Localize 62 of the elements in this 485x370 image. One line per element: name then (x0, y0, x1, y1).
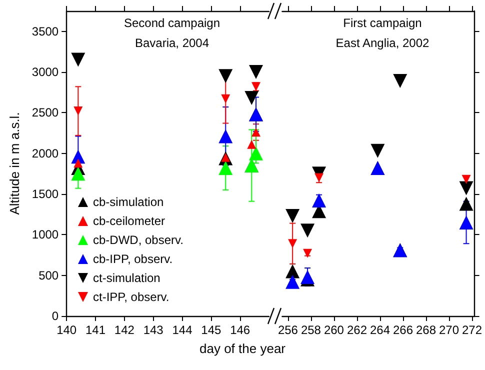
point (288, 239, 298, 248)
x-tick-label: 146 (230, 323, 250, 337)
x-tick-label: 258 (300, 323, 322, 337)
legend-label: ct-simulation (93, 271, 160, 285)
y-tick-label: 3000 (32, 65, 59, 79)
point (248, 65, 263, 79)
y-tick-label: 2500 (32, 106, 59, 120)
point (248, 146, 263, 160)
point (286, 208, 300, 223)
legend-label: cb-ceilometer (93, 214, 166, 228)
legend-label: cb-IPP, observ. (93, 252, 173, 266)
text: East Anglia, 2002 (336, 36, 430, 50)
point (244, 91, 259, 106)
x-tick-label: 144 (172, 323, 193, 337)
point (393, 74, 408, 88)
y-tick-label: 2000 (32, 146, 59, 160)
x-tick-label: 256 (278, 323, 298, 337)
y-tick-label: 1000 (32, 228, 59, 242)
point (71, 52, 86, 67)
point (300, 270, 315, 284)
x-tick-label: 264 (370, 323, 390, 337)
chart-title: First campaign (343, 16, 422, 30)
point (459, 215, 474, 230)
point (370, 144, 385, 158)
point (312, 194, 326, 208)
x-tick-label: 262 (346, 323, 368, 337)
point (74, 158, 83, 168)
point (71, 166, 86, 181)
x-tick-label: 142 (114, 323, 135, 337)
legend-label: ct-IPP, observ. (93, 290, 170, 304)
point (74, 106, 83, 116)
x-axis-title: day of the year (198, 341, 286, 356)
x-tick-label: 270 (439, 323, 460, 337)
y-tick-label: 500 (38, 268, 59, 282)
x-tick-label: 145 (201, 323, 222, 337)
y-tick-label: 3500 (32, 24, 59, 38)
x-tick-label: 272 (462, 323, 482, 337)
point (459, 196, 474, 211)
point (218, 69, 233, 84)
x-tick-label: 143 (143, 323, 164, 337)
point (462, 174, 471, 184)
x-tick-label: 266 (392, 323, 414, 337)
point (303, 248, 312, 258)
point (300, 224, 315, 238)
y-tick-label: 1500 (32, 187, 59, 201)
point (459, 181, 474, 196)
y-axis-title: Altitude in m a.s.l. (7, 112, 22, 215)
point (247, 140, 256, 149)
x-tick-label: 260 (324, 323, 344, 337)
x-tick-label: 140 (56, 323, 77, 337)
legend-label: cb-simulation (93, 195, 164, 209)
text: Bavaria, 2004 (134, 36, 210, 50)
point (286, 274, 300, 289)
x-tick-label: 268 (416, 323, 436, 337)
point (218, 129, 233, 144)
x-tick-label: 141 (85, 323, 106, 337)
chart-title: Second campaign (124, 16, 220, 30)
point (221, 94, 230, 104)
point (286, 264, 300, 278)
y-tick-label: 0 (52, 309, 59, 323)
point (218, 160, 233, 175)
legend-label: cb-DWD, observ. (93, 233, 184, 247)
